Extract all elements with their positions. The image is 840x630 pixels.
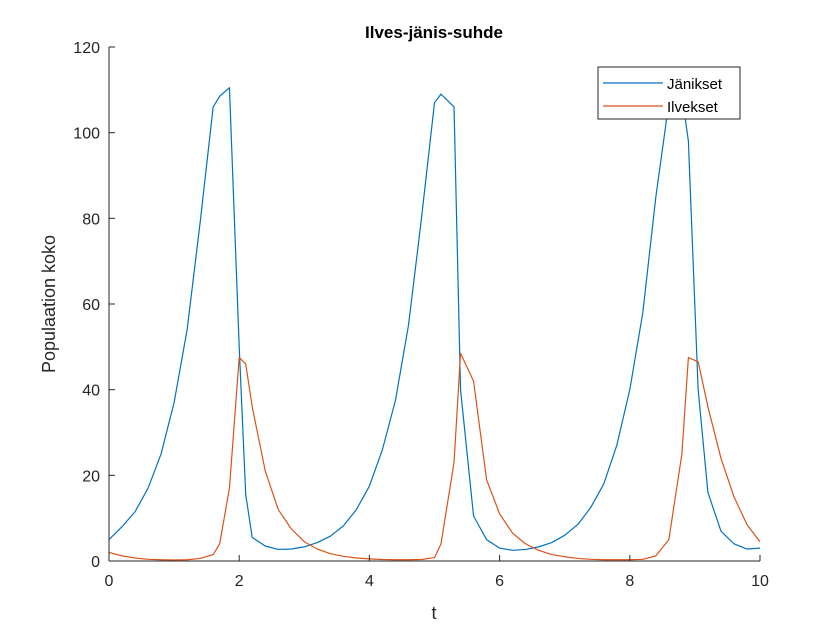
y-tick-label: 0 — [91, 554, 100, 571]
x-tick-label: 2 — [235, 573, 244, 590]
series-line-j-nikset — [108, 87, 761, 551]
x-axis-label: t — [431, 603, 436, 623]
y-tick-label: 40 — [82, 383, 100, 400]
legend-box — [597, 66, 741, 120]
legend-label-janikset: Jänikset — [667, 76, 723, 93]
series-line-ilvekset — [108, 352, 761, 561]
y-tick-label: 80 — [82, 211, 100, 228]
y-tick-label: 100 — [73, 126, 100, 143]
y-tick-label: 120 — [73, 40, 100, 57]
y-tick-label: 60 — [82, 297, 100, 314]
x-ticks: 0 2 4 6 8 10 — [105, 555, 769, 590]
chart-title: Ilves-jänis-suhde — [365, 23, 503, 42]
x-tick-label: 6 — [495, 573, 504, 590]
series-layer — [108, 87, 761, 561]
x-tick-label: 10 — [751, 573, 769, 590]
y-ticks: 0 20 40 60 80 100 120 — [73, 40, 115, 571]
legend: Jänikset Ilvekset — [597, 66, 741, 120]
y-tick-label: 20 — [82, 468, 100, 485]
x-tick-label: 0 — [105, 573, 114, 590]
plot-area — [109, 47, 760, 561]
x-tick-label: 4 — [365, 573, 374, 590]
legend-label-ilvekset: Ilvekset — [667, 99, 719, 116]
y-axis-label: Populaation koko — [39, 235, 59, 373]
x-tick-label: 8 — [625, 573, 634, 590]
